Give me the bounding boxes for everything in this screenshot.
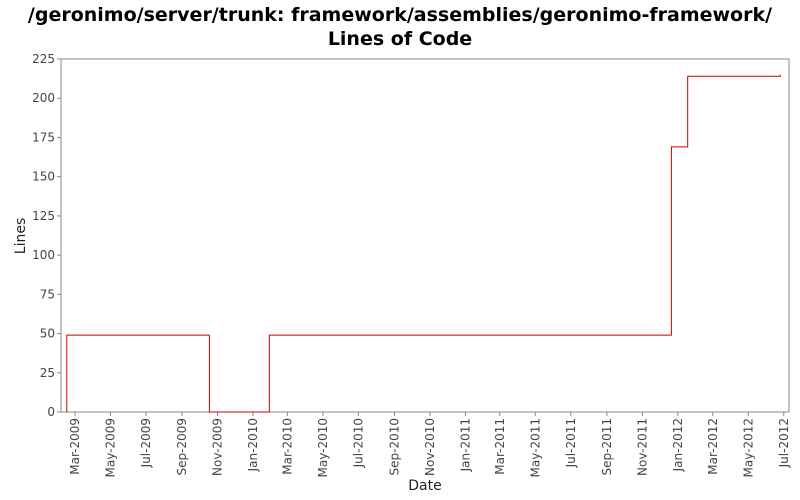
series-group — [66, 74, 781, 413]
x-tick-label: Jul-2012 — [777, 418, 791, 468]
x-tick-label: Jan-2012 — [671, 418, 685, 472]
y-tick-label: 25 — [40, 366, 55, 380]
chart-subtitle: Lines of Code — [327, 28, 473, 50]
y-axis: 0 25 50 75 100 125 150 175 200 225 — [32, 52, 61, 419]
x-tick-label: Jul-2010 — [351, 418, 365, 468]
x-tick-label: May-2011 — [528, 418, 542, 477]
y-tick-label: 0 — [47, 405, 55, 419]
plot-area — [60, 58, 790, 413]
x-tick-label: May-2010 — [316, 418, 330, 477]
x-tick-label: Mar-2011 — [493, 418, 507, 475]
x-tick-label: May-2012 — [741, 418, 755, 477]
chart-title: /geronimo/server/trunk: framework/assemb… — [27, 4, 773, 26]
x-axis-label: Date — [408, 478, 441, 494]
x-tick-label: May-2009 — [103, 418, 117, 477]
x-tick-label: Nov-2010 — [423, 418, 437, 476]
x-tick-label: Mar-2009 — [68, 418, 82, 475]
y-tick-label: 200 — [32, 91, 55, 105]
x-tick-label: Mar-2012 — [706, 418, 720, 475]
x-tick-label: Nov-2011 — [635, 418, 649, 476]
y-tick-label: 75 — [40, 287, 55, 301]
y-tick-label: 175 — [32, 130, 55, 144]
y-tick-label: 50 — [40, 327, 55, 341]
x-axis: Mar-2009 May-2009 Jul-2009 Sep-2009 Nov-2009… — [68, 412, 791, 477]
y-tick-label: 225 — [32, 52, 55, 66]
y-tick-label: 100 — [32, 248, 55, 262]
x-tick-label: Jul-2009 — [139, 418, 153, 468]
x-tick-label: Jan-2011 — [458, 418, 472, 472]
x-tick-label: Mar-2010 — [280, 418, 294, 475]
x-tick-label: Jan-2010 — [246, 418, 260, 472]
x-tick-label: Sep-2010 — [387, 418, 401, 476]
x-tick-label: Sep-2011 — [600, 418, 614, 476]
y-axis-label: Lines — [13, 218, 29, 254]
x-tick-label: Sep-2009 — [175, 418, 189, 476]
x-tick-label: Nov-2009 — [211, 418, 225, 476]
x-tick-label: Jul-2011 — [564, 418, 578, 468]
series-line — [66, 74, 781, 413]
y-tick-label: 125 — [32, 209, 55, 223]
y-tick-label: 150 — [32, 170, 55, 184]
